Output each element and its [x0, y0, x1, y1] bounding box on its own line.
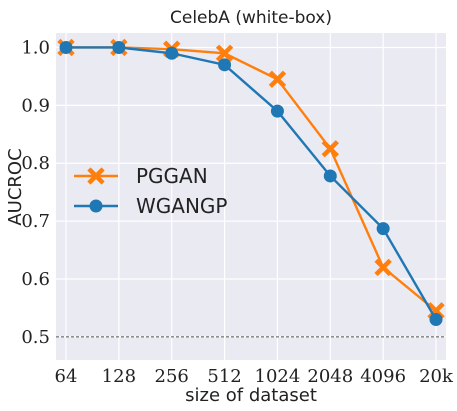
x-axis: 64 128 256 512 1024 2048 4096 20k [55, 366, 454, 387]
data-point [321, 140, 339, 158]
data-point [429, 312, 443, 326]
legend-item: PGGAN [74, 164, 208, 188]
plot-area [56, 33, 446, 360]
data-point [376, 222, 390, 236]
x-tick-label: 64 [55, 366, 78, 387]
series-line [66, 46, 438, 321]
legend-label: WGANGP [136, 194, 227, 218]
data-point [218, 58, 232, 72]
x-tick-label: 2048 [307, 366, 353, 387]
data-point [374, 258, 392, 277]
data-point [112, 40, 126, 54]
x-tick-label: 512 [207, 366, 241, 387]
y-axis-title: AUCROC [5, 148, 26, 225]
x-tick-label: 128 [102, 366, 136, 387]
legend-marker [89, 199, 103, 213]
data-point [323, 169, 337, 183]
chart-title: CelebA (white-box) [170, 8, 332, 28]
y-tick-label: 0.9 [21, 95, 50, 116]
legend-marker [87, 167, 105, 185]
x-tick-label: 20k [419, 366, 454, 387]
y-tick-label: 1.0 [21, 37, 50, 58]
legend-label: PGGAN [136, 164, 208, 188]
series-wgangp [59, 40, 443, 326]
y-tick-label: 0.5 [21, 327, 50, 348]
legend-item: WGANGP [74, 194, 227, 218]
y-axis: 0.5 0.6 0.7 0.8 0.9 1.0 [21, 37, 50, 347]
data-point [215, 44, 234, 62]
data-point [165, 46, 179, 60]
legend: PGGAN WGANGP [74, 164, 227, 218]
y-tick-label: 0.8 [21, 153, 50, 174]
x-tick-label: 256 [155, 366, 189, 387]
x-tick-label: 1024 [255, 366, 301, 387]
x-axis-title: size of dataset [185, 385, 317, 406]
y-tick-label: 0.7 [21, 211, 50, 232]
y-tick-label: 0.6 [21, 269, 50, 290]
data-point [270, 104, 284, 118]
data-point [59, 40, 73, 54]
x-tick-label: 4096 [360, 366, 406, 387]
data-point [268, 70, 287, 88]
series-layer [57, 38, 445, 326]
